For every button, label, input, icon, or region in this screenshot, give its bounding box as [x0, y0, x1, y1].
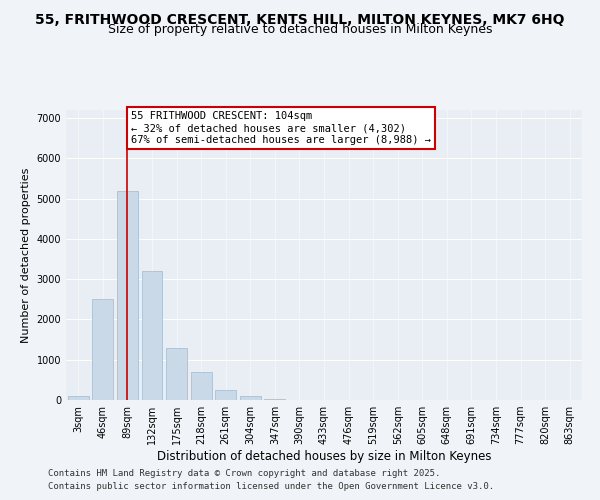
Bar	[142, 271, 163, 400]
Text: Size of property relative to detached houses in Milton Keynes: Size of property relative to detached ho…	[108, 22, 492, 36]
Bar	[166, 348, 187, 400]
Bar	[240, 396, 261, 400]
Bar	[68, 396, 89, 400]
X-axis label: Distribution of detached houses by size in Milton Keynes: Distribution of detached houses by size …	[157, 450, 491, 463]
Bar	[117, 190, 138, 400]
Bar	[92, 300, 113, 400]
Bar	[265, 399, 286, 400]
Text: Contains public sector information licensed under the Open Government Licence v3: Contains public sector information licen…	[48, 482, 494, 491]
Text: 55 FRITHWOOD CRESCENT: 104sqm
← 32% of detached houses are smaller (4,302)
67% o: 55 FRITHWOOD CRESCENT: 104sqm ← 32% of d…	[131, 112, 431, 144]
Text: Contains HM Land Registry data © Crown copyright and database right 2025.: Contains HM Land Registry data © Crown c…	[48, 468, 440, 477]
Bar	[191, 372, 212, 400]
Bar	[215, 390, 236, 400]
Y-axis label: Number of detached properties: Number of detached properties	[21, 168, 31, 342]
Text: 55, FRITHWOOD CRESCENT, KENTS HILL, MILTON KEYNES, MK7 6HQ: 55, FRITHWOOD CRESCENT, KENTS HILL, MILT…	[35, 12, 565, 26]
